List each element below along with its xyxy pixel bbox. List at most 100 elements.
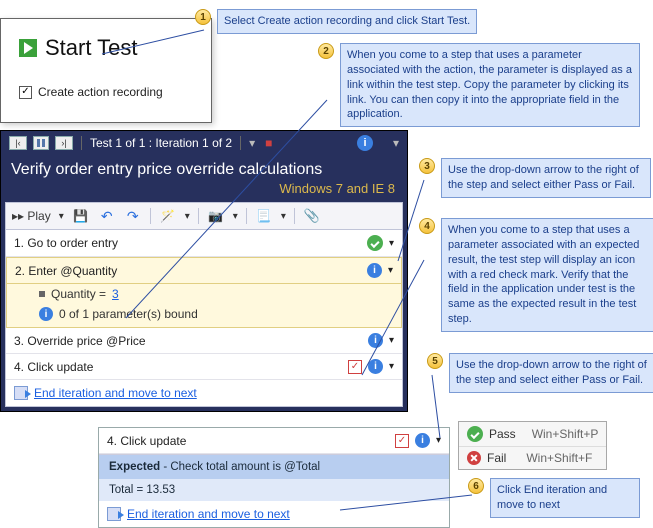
create-recording-label: Create action recording [38, 85, 163, 99]
bug-caret-icon[interactable]: ▾ [281, 211, 286, 222]
step-caret-icon[interactable]: ▾ [436, 435, 441, 446]
step-caret-icon[interactable]: ▾ [389, 335, 394, 346]
step-1-label: 1. Go to order entry [14, 236, 367, 250]
record-indicator-icon[interactable]: ■ [265, 136, 272, 150]
expected-label: Expected [109, 461, 160, 473]
test-title: Verify order entry price override calcul… [1, 155, 407, 181]
callout-4: 4 When you come to a step that uses a pa… [419, 218, 653, 332]
collapse-caret-icon[interactable]: ▾ [393, 136, 399, 150]
play-icon [19, 39, 37, 57]
fail-menu-item[interactable]: Fail Win+Shift+F [459, 446, 606, 469]
fail-icon [467, 451, 481, 465]
pass-shortcut: Win+Shift+P [532, 427, 599, 441]
screenshot-button[interactable] [207, 207, 225, 225]
dropdown-icon[interactable]: ▾ [249, 136, 255, 151]
start-test-label: Start Test [45, 35, 138, 61]
pass-fail-menu: Pass Win+Shift+P Fail Win+Shift+F [458, 421, 607, 470]
callout-2-text: When you come to a step that uses a para… [340, 43, 640, 127]
step-2-param-bound: i 0 of 1 parameter(s) bound [6, 304, 402, 328]
expected-row: Expected - Check total amount is @Total [99, 454, 449, 479]
info-icon: i [415, 433, 430, 448]
badge-1: 1 [195, 9, 211, 25]
next-button[interactable]: ›| [55, 136, 73, 150]
save-button[interactable] [72, 207, 90, 225]
end-iteration-text: End iteration and move to next [34, 386, 197, 400]
end-iteration-icon [14, 386, 28, 400]
runner-top-bar: |‹ ›| Test 1 of 1 : Iteration 1 of 2 ▾ ■… [1, 131, 407, 155]
step-caret-icon[interactable]: ▾ [389, 361, 394, 372]
badge-4: 4 [419, 218, 435, 234]
step-caret-icon[interactable]: ▾ [389, 238, 394, 249]
attach-button[interactable] [303, 207, 321, 225]
info-icon: i [367, 263, 382, 278]
wizard-button[interactable] [159, 207, 177, 225]
start-test-panel: Start Test Create action recording [0, 18, 212, 123]
info-icon: i [39, 307, 53, 321]
environment-label: Windows 7 and IE 8 [1, 181, 407, 202]
badge-6: 6 [468, 478, 484, 494]
param-bound-text: 0 of 1 parameter(s) bound [59, 307, 198, 321]
step-2-quantity: Quantity = 3 [6, 284, 402, 304]
play-caret-icon[interactable]: ▾ [59, 211, 64, 222]
checkbox-checked-icon [19, 86, 32, 99]
quantity-label-text: Quantity = [51, 287, 106, 301]
expected-text: - Check total amount is @Total [160, 461, 320, 473]
info-icon[interactable]: i [357, 135, 373, 151]
total-label: Total = [109, 484, 146, 496]
undo-button[interactable] [98, 207, 116, 225]
step-3-label: 3. Override price @Price [14, 334, 368, 348]
pass-icon [367, 235, 383, 251]
fail-label: Fail [487, 451, 506, 465]
total-row: Total = 13.53 [99, 479, 449, 501]
pass-icon [467, 426, 483, 442]
info-icon: i [368, 359, 383, 374]
expected-result-icon [395, 434, 409, 448]
callout-1-text: Select Create action recording and click… [217, 9, 477, 34]
pass-menu-item[interactable]: Pass Win+Shift+P [459, 422, 606, 446]
popup-end-iteration-text: End iteration and move to next [127, 507, 290, 521]
steps-panel: ▸▸ Play ▾ ▾ ▾ ▾ 1. Go to order entry ▾ 2… [5, 202, 403, 407]
callout-5: 5 Use the drop-down arrow to the right o… [427, 353, 653, 393]
play-button[interactable]: ▸▸ Play [12, 209, 51, 223]
callout-3-text: Use the drop-down arrow to the right of … [441, 158, 651, 198]
bug-button[interactable] [255, 207, 273, 225]
callout-1: 1 Select Create action recording and cli… [195, 9, 477, 34]
step-4-popup: 4. Click update i ▾ Expected - Check tota… [98, 427, 450, 528]
quantity-param-link[interactable]: 3 [112, 287, 119, 301]
step-3[interactable]: 3. Override price @Price i▾ [6, 328, 402, 354]
total-value: 13.53 [146, 484, 175, 496]
popup-end-iteration-link[interactable]: End iteration and move to next [99, 501, 449, 527]
badge-5: 5 [427, 353, 443, 369]
callout-6-text: Click End iteration and move to next [490, 478, 640, 518]
popup-step-4[interactable]: 4. Click update i ▾ [99, 428, 449, 454]
step-1[interactable]: 1. Go to order entry ▾ [6, 230, 402, 257]
cam-caret-icon[interactable]: ▾ [233, 211, 238, 222]
pass-label: Pass [489, 427, 516, 441]
end-iteration-link[interactable]: End iteration and move to next [6, 380, 402, 406]
callout-6: 6 Click End iteration and move to next [468, 478, 640, 518]
step-4[interactable]: 4. Click update i▾ [6, 354, 402, 380]
steps-toolbar: ▸▸ Play ▾ ▾ ▾ ▾ [6, 203, 402, 230]
end-iteration-icon [107, 507, 121, 521]
callout-5-text: Use the drop-down arrow to the right of … [449, 353, 653, 393]
bullet-icon [39, 291, 45, 297]
test-runner-window: |‹ ›| Test 1 of 1 : Iteration 1 of 2 ▾ ■… [0, 130, 408, 412]
step-caret-icon[interactable]: ▾ [388, 265, 393, 276]
create-recording-checkbox[interactable]: Create action recording [19, 85, 193, 99]
callout-4-text: When you come to a step that uses a para… [441, 218, 653, 332]
expected-result-icon [348, 360, 362, 374]
callout-3: 3 Use the drop-down arrow to the right o… [419, 158, 651, 198]
start-test-button[interactable]: Start Test [19, 35, 193, 61]
pause-button[interactable] [33, 136, 49, 150]
step-2[interactable]: 2. Enter @Quantity i ▾ [6, 257, 402, 284]
fail-shortcut: Win+Shift+F [526, 451, 592, 465]
iteration-progress: Test 1 of 1 : Iteration 1 of 2 [90, 136, 232, 150]
popup-step-4-label: 4. Click update [107, 434, 395, 448]
wiz-caret-icon[interactable]: ▾ [185, 211, 190, 222]
callout-2: 2 When you come to a step that uses a pa… [318, 43, 640, 127]
badge-2: 2 [318, 43, 334, 59]
prev-button[interactable]: |‹ [9, 136, 27, 150]
redo-button[interactable] [124, 207, 142, 225]
step-2-label: 2. Enter @Quantity [15, 264, 367, 278]
badge-3: 3 [419, 158, 435, 174]
